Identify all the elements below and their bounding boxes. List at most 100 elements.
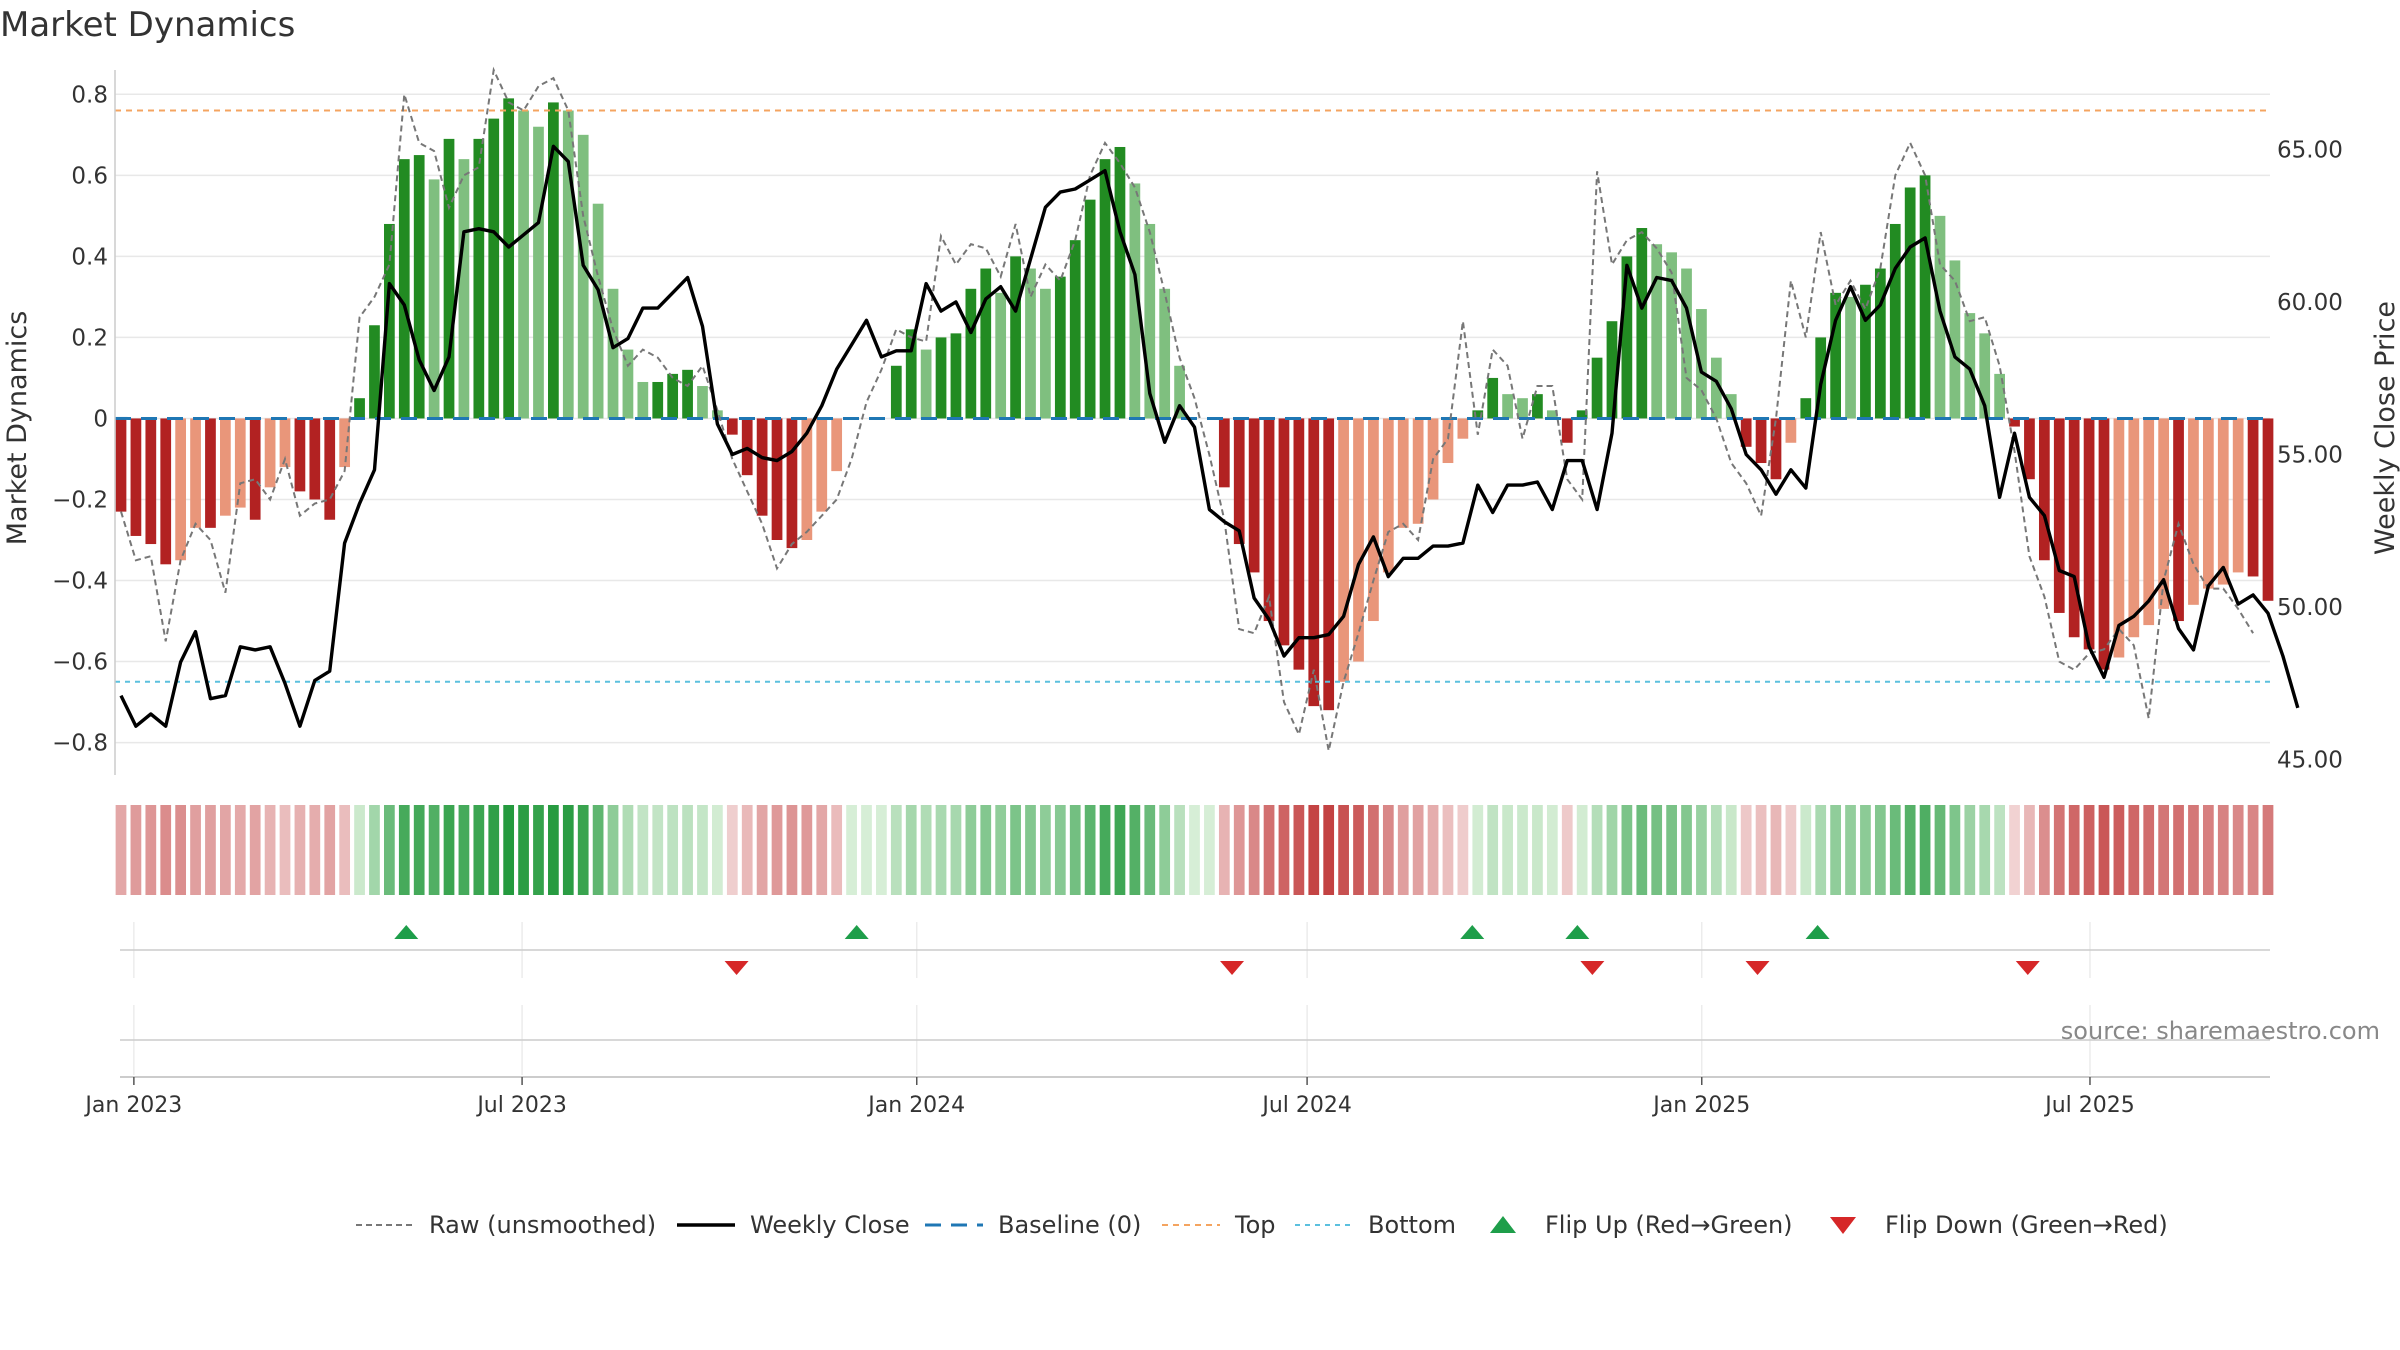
y-left-tick-label: −0.4: [52, 569, 108, 595]
regime-cell: [309, 805, 321, 895]
dynamics-bar: [1263, 418, 1275, 622]
regime-cell: [458, 805, 470, 895]
regime-cell: [2173, 805, 2184, 895]
dynamics-bar: [1740, 418, 1752, 447]
flip-down-marker: [2015, 961, 2040, 975]
regime-cell: [1382, 805, 1394, 895]
dynamics-bar: [950, 333, 962, 419]
legend-label: Baseline (0): [998, 1211, 1141, 1239]
dynamics-bar: [1621, 256, 1633, 419]
regime-cell: [1442, 805, 1454, 895]
regime-cell: [712, 805, 723, 895]
dynamics-bar: [2098, 418, 2110, 670]
flip-up-marker: [1460, 925, 1485, 939]
regime-cell: [1069, 805, 1081, 895]
dynamics-bar: [1472, 410, 1484, 419]
dynamics-bar: [1487, 377, 1499, 419]
dynamics-bar: [2188, 418, 2199, 605]
regime-cell: [473, 805, 485, 895]
regime-cell: [2009, 805, 2020, 895]
flip-down-marker: [1745, 961, 1770, 975]
legend-label: Flip Down (Green→Red): [1885, 1211, 2168, 1239]
dynamics-bar: [1084, 199, 1096, 419]
regime-cell: [2232, 805, 2244, 895]
dynamics-bar: [234, 418, 246, 508]
regime-cell: [1502, 805, 1513, 895]
dynamics-bar: [413, 155, 425, 419]
regime-cell: [1532, 805, 1543, 895]
regime-cell: [160, 805, 172, 895]
dynamics-bar: [190, 418, 201, 528]
dynamics-bar: [2068, 418, 2080, 638]
dynamics-bar: [726, 418, 738, 435]
dynamics-bar: [1368, 418, 1379, 622]
dynamics-bar: [1874, 268, 1886, 419]
regime-cell: [1874, 805, 1886, 895]
dynamics-bar: [592, 203, 604, 419]
regime-cell: [354, 805, 365, 895]
regime-cell: [2158, 805, 2169, 895]
regime-cell: [846, 805, 857, 895]
dynamics-bar: [1054, 276, 1066, 419]
regime-cell: [1606, 805, 1618, 895]
dynamics-bar: [2158, 418, 2169, 609]
regime-cell: [145, 805, 157, 895]
dynamics-bar: [980, 268, 992, 419]
dynamics-bar: [354, 398, 365, 419]
dynamics-bar: [1233, 418, 1245, 545]
dynamics-bar: [2009, 418, 2020, 427]
dynamics-bar: [279, 418, 291, 468]
dynamics-bar: [1934, 215, 1946, 419]
y-left-tick-label: 0.6: [71, 163, 108, 189]
regime-cell: [1994, 805, 2005, 895]
regime-cell: [413, 805, 425, 895]
dynamics-bar: [160, 418, 172, 565]
regime-cell: [488, 805, 500, 895]
regime-cell: [1412, 805, 1424, 895]
regime-cell: [786, 805, 798, 895]
dynamics-bar: [2202, 418, 2214, 589]
regime-cell: [1204, 805, 1215, 895]
level-lines: [115, 109, 2270, 683]
regime-cell: [1889, 805, 1901, 895]
regime-cell: [1397, 805, 1409, 895]
flip-up-marker: [1805, 925, 1830, 939]
x-tick-label: Jul 2023: [475, 1093, 567, 1118]
dynamics-bar: [622, 349, 634, 419]
dynamics-bar: [1606, 321, 1618, 419]
regime-cell: [2128, 805, 2140, 895]
regime-cell: [1040, 805, 1051, 895]
dynamics-bar: [2247, 418, 2259, 577]
regime-cell: [861, 805, 872, 895]
regime-cell: [980, 805, 992, 895]
dynamics-bar: [443, 138, 455, 419]
regime-cell: [398, 805, 410, 895]
dynamics-bar: [1651, 244, 1663, 419]
regime-cell: [1472, 805, 1484, 895]
dynamics-bar: [1546, 410, 1558, 419]
dynamics-bar: [801, 418, 813, 540]
regime-cell: [1770, 805, 1782, 895]
y-axis-right-label: Weekly Close Price: [2370, 301, 2400, 555]
dynamics-bar: [1502, 394, 1513, 419]
dynamics-bar: [1755, 418, 1767, 464]
chart-title: Market Dynamics: [0, 5, 295, 45]
regime-cell: [652, 805, 664, 895]
dynamics-bar: [309, 418, 321, 500]
regime-cell: [324, 805, 336, 895]
regime-cell: [1263, 805, 1275, 895]
regime-cell: [1591, 805, 1603, 895]
dynamics-bar: [2217, 418, 2229, 585]
regime-cell: [1919, 805, 1931, 895]
regime-cell: [1129, 805, 1141, 895]
dynamics-bar: [1994, 373, 2005, 419]
dynamics-bar: [1248, 418, 1260, 573]
dynamics-bar: [503, 98, 515, 419]
dynamics-bar: [428, 179, 440, 419]
dynamics-bar: [369, 325, 380, 419]
regime-cell: [1144, 805, 1156, 895]
dynamics-bar: [249, 418, 261, 520]
y-left-tick-label: 0.4: [71, 244, 108, 270]
dynamics-bar: [1710, 357, 1722, 419]
legend-swatch-flip-up: [1490, 1216, 1516, 1233]
